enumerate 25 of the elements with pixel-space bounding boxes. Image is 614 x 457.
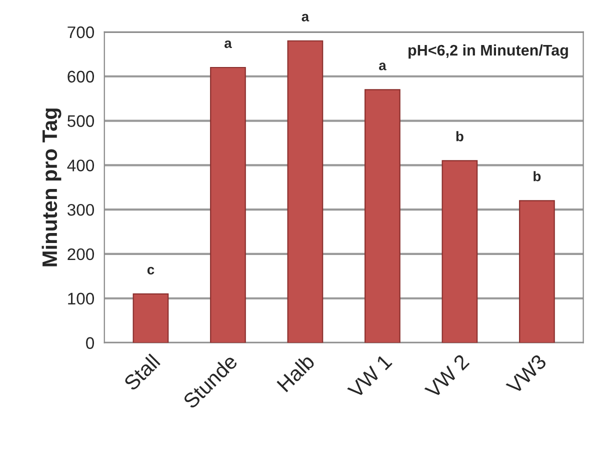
- y-tick-label: 200: [68, 248, 94, 260]
- x-tick-label: VW 1: [347, 354, 392, 400]
- y-tick-label: 700: [68, 26, 94, 38]
- y-tick-label: 400: [67, 160, 94, 172]
- y-axis-title: Minuten pro Tag: [42, 108, 62, 266]
- annotation: c: [147, 266, 154, 275]
- y-tick-label: 300: [67, 204, 94, 216]
- x-tick-label: Halb: [276, 353, 316, 392]
- annotation: a: [224, 40, 232, 48]
- y-tick-label: 600: [68, 70, 94, 83]
- y-tick-label: 0: [86, 337, 94, 349]
- bar: [442, 160, 478, 343]
- annotation: b: [456, 131, 464, 142]
- x-tick-label: VW 2: [424, 354, 470, 400]
- bar: [132, 293, 169, 343]
- bar: [364, 89, 400, 343]
- bar: [519, 200, 555, 343]
- y-tick-label: 500: [68, 115, 94, 127]
- annotation: a: [302, 14, 310, 22]
- annotation: a: [379, 62, 386, 70]
- annotation: b: [534, 171, 541, 182]
- bar: [210, 66, 246, 343]
- y-tick-label: 100: [68, 292, 94, 305]
- annotation: pH<6,2 in Minuten/Tag: [408, 44, 568, 59]
- bar: [287, 40, 324, 343]
